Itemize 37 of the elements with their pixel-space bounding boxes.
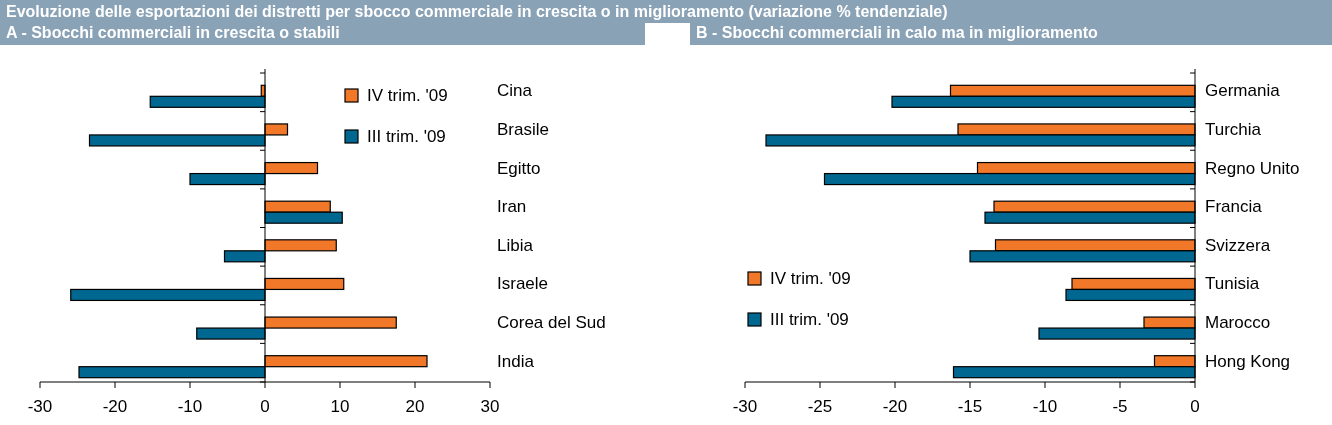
- x-tick-label: 30: [480, 397, 500, 416]
- x-tick-label: 20: [405, 397, 425, 416]
- legend-label: IV trim. '09: [367, 86, 448, 105]
- y-tick-label: India: [497, 351, 535, 371]
- chart-subtitle: A - Sbocchi commerciali in crescita o stabili: [6, 24, 340, 41]
- x-tick-label: -20: [102, 397, 128, 416]
- legend-label: III trim. '09: [770, 310, 849, 329]
- x-tick-label: -10: [1032, 397, 1058, 416]
- y-tick-label: Turchia: [1205, 119, 1262, 139]
- x-tick-label: 10: [330, 397, 350, 416]
- x-tick-label: -25: [807, 397, 833, 416]
- x-tick-label: 0: [1190, 397, 1200, 416]
- x-tick-label: 0: [260, 397, 270, 416]
- x-tick-label: -30: [732, 397, 758, 416]
- x-tick-label: -15: [957, 397, 983, 416]
- y-tick-label: Brasile: [497, 119, 549, 139]
- y-tick-label: Germania: [1205, 81, 1281, 101]
- x-tick-label: -5: [1112, 397, 1128, 416]
- legend-label: III trim. '09: [367, 127, 446, 146]
- y-tick-label: Israele: [497, 274, 549, 294]
- legend-label: IV trim. '09: [770, 269, 851, 288]
- y-tick-label: Cina: [497, 81, 533, 101]
- x-tick-label: -10: [177, 397, 203, 416]
- x-tick-label: -20: [882, 397, 908, 416]
- chart-subtitle: B - Sbocchi commerciali in calo ma in miglioramento: [696, 24, 1099, 41]
- y-tick-label: Marocco: [1205, 313, 1271, 333]
- y-tick-label: Svizzera: [1205, 235, 1271, 255]
- y-tick-label: Libia: [497, 235, 534, 255]
- y-tick-label: Hong Kong: [1205, 351, 1291, 371]
- chart-title: Evoluzione delle esportazioni dei distretti per sbocco commerciale in crescita o in miglioramento (variazione % tendenziale): [6, 3, 948, 20]
- x-tick-label: -30: [27, 397, 53, 416]
- y-tick-label: Corea del Sud: [497, 313, 606, 333]
- y-tick-label: Regno Unito: [1205, 158, 1300, 178]
- y-tick-label: Iran: [497, 197, 527, 217]
- y-tick-label: Tunisia: [1205, 274, 1260, 294]
- y-tick-label: Egitto: [497, 158, 541, 178]
- y-tick-label: Francia: [1205, 197, 1263, 217]
